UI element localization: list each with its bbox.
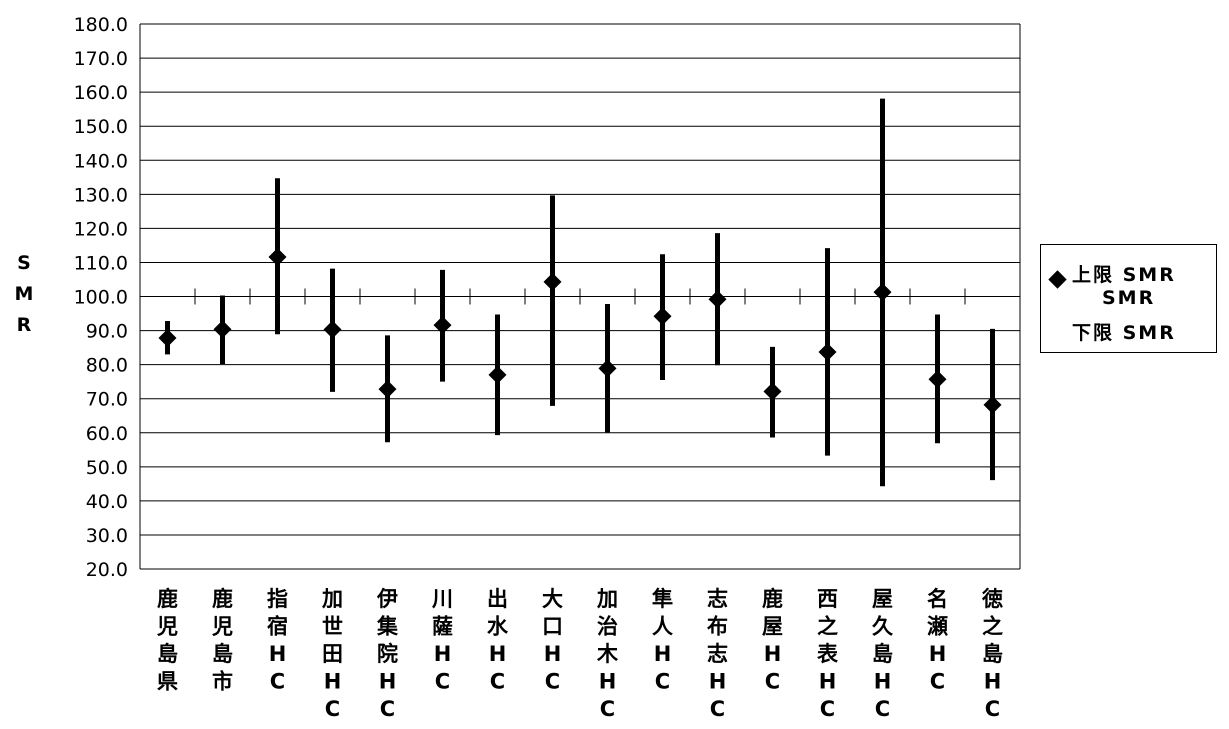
x-tick-label: 大口 H C [542,587,563,694]
smr-marker-16 [983,395,1002,414]
y-tick-label: 120.0 [74,218,128,240]
y-tick-label: 160.0 [74,82,128,104]
y-tick-label: 60.0 [86,423,128,445]
x-tick-label: 志布志 H C [707,587,728,721]
legend [1040,244,1217,353]
y-tick-label: 80.0 [86,355,128,377]
legend-smr-label: SMR [1102,287,1156,309]
y-axis-label-char-1: S [17,252,31,274]
x-tick-label: 加世田 H C [321,587,343,721]
y-tick-label: 50.0 [86,457,128,479]
smr-marker-2 [213,320,232,339]
x-tick-label: 隼人 H C [652,587,673,694]
smr-marker-1 [158,329,177,348]
x-tick-label: 出水 H C [487,587,509,694]
legend-upper-label: 上限 SMR [1072,264,1176,286]
y-tick-label: 140.0 [74,150,128,172]
smr-marker-14 [873,283,892,302]
y-tick-label: 180.0 [74,14,128,36]
x-tick-label: 西之表 H C [817,587,839,721]
smr-marker-4 [323,320,342,339]
legend-lower-label: 下限 SMR [1072,322,1176,344]
y-tick-label: 90.0 [86,321,128,343]
x-tick-label: 鹿児島県 [156,587,178,694]
x-tick-label: 伊集院 H C [376,587,399,721]
x-tick-label: 鹿児島市 [211,587,233,694]
y-tick-label: 170.0 [74,48,128,70]
smr-marker-3 [268,247,287,266]
y-tick-label: 130.0 [74,184,128,206]
x-tick-label: 川薩 H C [431,587,453,694]
smr-marker-6 [433,316,452,335]
y-tick-label: 150.0 [74,116,128,138]
smr-marker-7 [488,365,507,384]
y-tick-label: 100.0 [74,287,128,309]
y-tick-label: 110.0 [74,252,128,274]
smr-marker-15 [928,370,947,389]
smr-marker-13 [818,343,837,362]
y-tick-label: 70.0 [86,389,128,411]
y-axis-label-char-3: R [16,314,32,336]
y-axis-label-char-2: M [14,283,34,305]
smr-marker-5 [378,380,397,399]
y-tick-label: 20.0 [86,559,128,581]
x-tick-label: 鹿屋 H C [762,587,783,694]
x-tick-label: 名瀬 H C [927,587,948,694]
smr-marker-8 [543,272,562,291]
x-tick-label: 指宿 H C [267,587,288,694]
smr-marker-11 [708,290,727,309]
x-tick-label: 徳之島 H C [981,587,1003,721]
smr-marker-10 [653,307,672,326]
x-tick-label: 屋久島 H C [872,587,893,721]
smr-marker-12 [763,382,782,401]
smr-marker-9 [598,359,617,378]
y-tick-label: 30.0 [86,525,128,547]
x-tick-label: 加治木 H C [596,587,619,721]
y-tick-label: 40.0 [86,491,128,513]
